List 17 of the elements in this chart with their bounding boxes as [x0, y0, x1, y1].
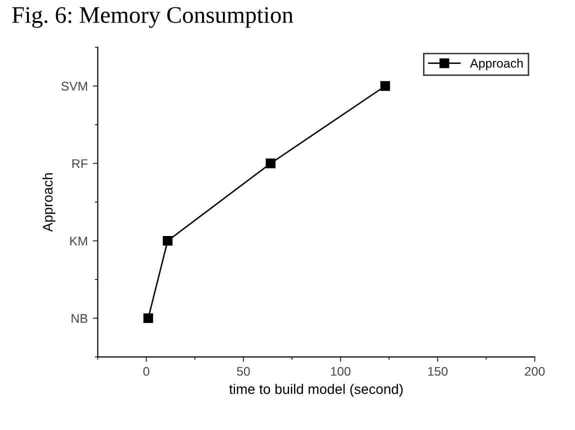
point: [162, 236, 173, 246]
x-tick-label: 200: [524, 366, 545, 376]
x-tick-label: 100: [331, 366, 350, 376]
point: [143, 313, 154, 324]
y-tick-label: SVM: [62, 82, 87, 91]
chart-title: Fig. 6: Memory Consumption: [12, 7, 294, 28]
x-tick-label: 150: [428, 366, 448, 376]
point: [266, 158, 276, 168]
x-tick-label: 50: [236, 366, 250, 376]
y-axis-title: Approach: [42, 173, 56, 232]
x-axis-title: time to build model (second): [229, 384, 403, 397]
y-tick-label: KM: [70, 236, 87, 246]
y-tick-label: NB: [72, 314, 88, 323]
legend-label: Approach: [470, 58, 523, 70]
point: [380, 81, 390, 91]
y-tick-label: RF: [72, 159, 88, 168]
x-tick-label: 0: [143, 366, 150, 376]
